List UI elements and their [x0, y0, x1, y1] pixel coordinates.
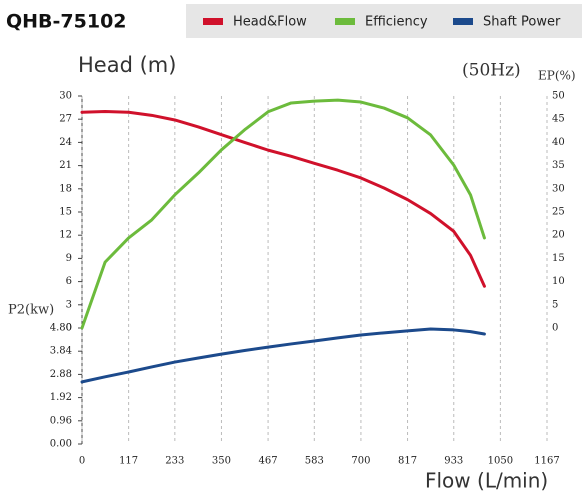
x-tick-label: 1050 [488, 456, 513, 467]
y3-tick-label: 1.92 [50, 392, 72, 403]
legend-label: Shaft Power [483, 15, 561, 30]
series-line [80, 109, 486, 288]
x-tick-label: 1167 [534, 456, 559, 467]
series-line [80, 98, 486, 330]
y2-tick-label: 0 [552, 323, 558, 334]
legend-label: Efficiency [365, 15, 428, 30]
y2-axis-label: EP(%) [538, 69, 576, 83]
y-tick-label: 12 [59, 230, 72, 241]
y-tick-label: 0 [66, 323, 72, 334]
y-tick-label: 30 [59, 91, 72, 102]
x-tick-label: 583 [305, 456, 324, 467]
y-tick-label: 9 [66, 253, 72, 264]
legend-swatch [335, 18, 355, 25]
y2-tick-label: 40 [552, 137, 565, 148]
y3-tick-label: 2.88 [50, 369, 72, 380]
y-tick-label: 15 [59, 207, 72, 218]
y2-tick-label: 10 [552, 276, 565, 287]
x-tick-label: 117 [119, 456, 138, 467]
y-tick-label: 27 [59, 114, 72, 125]
annotation: (50Hz) [462, 61, 521, 81]
y2-tick-label: 20 [552, 230, 565, 241]
y-tick-label: 6 [66, 276, 72, 287]
series-line [80, 327, 486, 384]
y2-tick-label: 35 [552, 160, 565, 171]
y2-tick-label: 50 [552, 91, 565, 102]
y2-tick-label: 5 [552, 299, 558, 310]
y3-tick-label: 4.80 [50, 323, 72, 334]
x-axis-label: Flow (L/min) [425, 469, 548, 493]
y2-tick-label: 25 [552, 207, 565, 218]
y2-tick-label: 45 [552, 114, 565, 125]
y-tick-label: 21 [59, 160, 72, 171]
chart-title: QHB-75102 [6, 11, 127, 33]
x-tick-label: 933 [444, 456, 463, 467]
y-tick-label: 3 [66, 299, 72, 310]
x-tick-label: 350 [212, 456, 231, 467]
y2-tick-label: 30 [552, 183, 565, 194]
x-tick-label: 700 [351, 456, 370, 467]
legend-label: Head&Flow [233, 15, 307, 30]
x-tick-label: 817 [398, 456, 417, 467]
y-tick-label: 18 [59, 183, 72, 194]
legend-swatch [453, 18, 473, 25]
y2-tick-label: 15 [552, 253, 565, 264]
y3-tick-label: 3.84 [50, 346, 72, 357]
y3-axis-label: P2(kw) [8, 303, 54, 318]
y-axis-label: Head (m) [78, 53, 176, 77]
legend-swatch [203, 18, 223, 25]
y3-tick-label: 0.96 [50, 415, 72, 426]
legend-box [186, 4, 582, 38]
y-tick-label: 24 [59, 137, 72, 148]
y3-tick-label: 0.00 [50, 439, 72, 450]
x-tick-label: 0 [79, 456, 85, 467]
x-tick-label: 233 [165, 456, 184, 467]
x-tick-label: 467 [259, 456, 278, 467]
